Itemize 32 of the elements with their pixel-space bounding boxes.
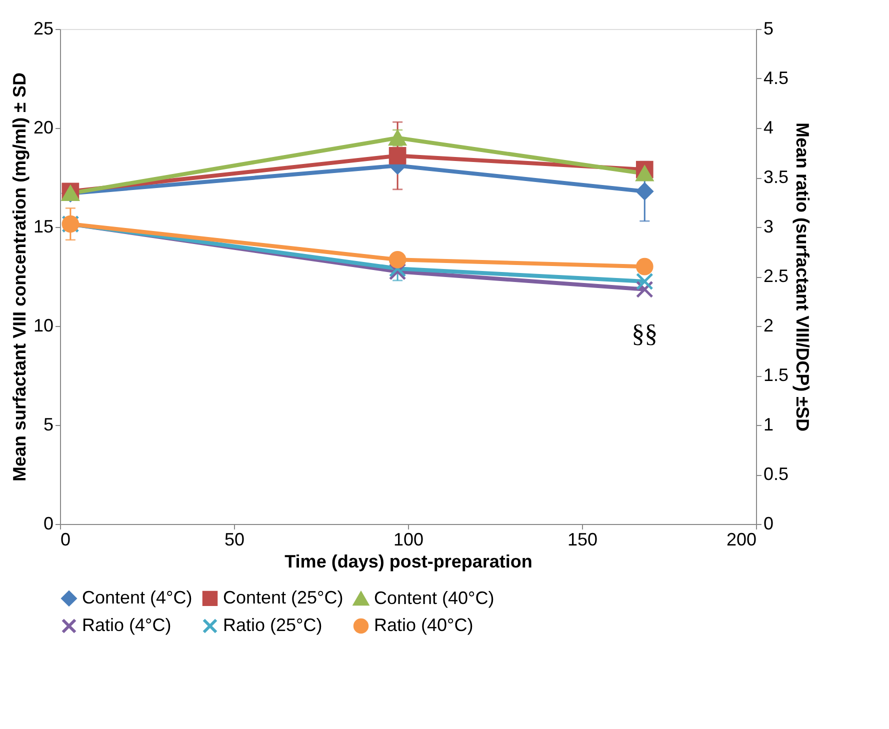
legend-label: Content (4°C)	[82, 587, 192, 608]
y-tick-label: 20	[33, 118, 54, 138]
y2-tick-label: 4.5	[764, 68, 789, 88]
y2-tick-label: 1	[764, 414, 774, 434]
legend-label: Ratio (40°C)	[374, 615, 474, 635]
legend-label: Content (40°C)	[374, 588, 494, 608]
legend-label: Content (25°C)	[223, 587, 344, 608]
y2-tick-label: 1.5	[764, 365, 789, 385]
y2-tick-label: 3.5	[764, 167, 789, 187]
y-tick-label: 0	[43, 514, 54, 534]
y2-tick-label: 3	[764, 216, 774, 236]
x-tick-label: 150	[567, 530, 598, 550]
y2-tick-label: 2.5	[764, 266, 789, 286]
y2-tick-label: 5	[764, 18, 774, 38]
x-tick-label: 50	[224, 530, 245, 550]
x-axis-title: Time (days) post-preparation	[284, 552, 532, 572]
x-tick-label: 0	[60, 530, 71, 550]
y-tick-label: 5	[43, 414, 54, 434]
x-tick-label: 200	[726, 530, 756, 550]
y2-tick-label: 0	[764, 514, 774, 534]
y2-tick-label: 4	[764, 118, 774, 138]
legend-label: Ratio (25°C)	[223, 615, 322, 635]
x-tick-label: 100	[393, 530, 424, 550]
y2-tick-label: 2	[764, 316, 774, 336]
y-axis-title: Mean surfactant VIII concentration (mg/ml) ± SD	[9, 72, 30, 482]
annotation: §§	[632, 319, 658, 348]
y-tick-label: 10	[33, 316, 54, 336]
legend-label: Ratio (4°C)	[82, 615, 172, 635]
y-tick-label: 15	[33, 216, 54, 236]
y2-axis-title: Mean ratio (surfactant VIII/DCP) ±SD	[792, 122, 813, 432]
y-tick-label: 25	[33, 18, 54, 38]
y2-tick-label: 0.5	[764, 464, 789, 484]
